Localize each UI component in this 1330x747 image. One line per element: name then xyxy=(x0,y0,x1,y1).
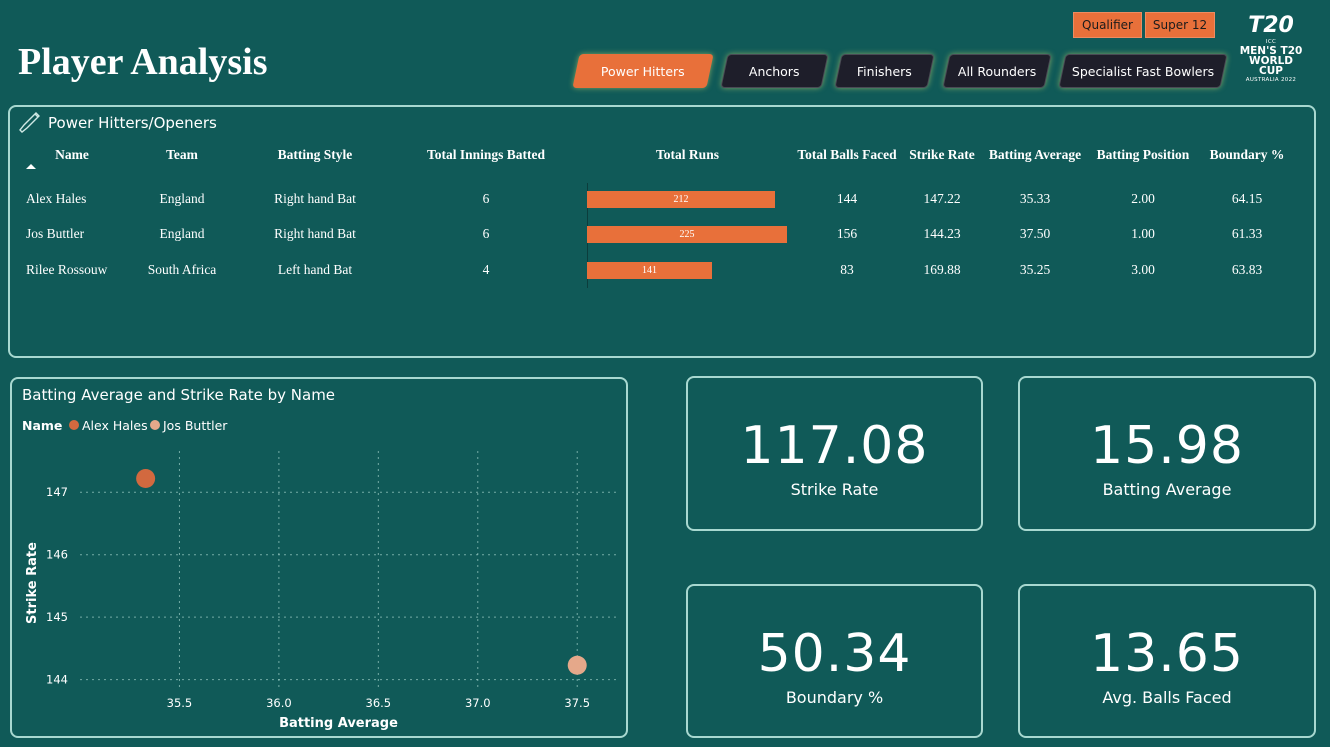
logo-line-2: MEN'S T20 xyxy=(1239,45,1303,57)
logo-line-4: AUSTRALIA 2022 xyxy=(1245,77,1297,83)
cell-batting-position: 2.00 xyxy=(1131,191,1155,206)
chart-title: Batting Average and Strike Rate by Name xyxy=(22,386,335,404)
kpi-strike-rate-card: 117.08 Strike Rate xyxy=(686,376,983,531)
kpi-value: 13.65 xyxy=(1090,624,1244,684)
t20-world-cup-logo: T20 ICC MEN'S T20 WORLD CUP AUSTRALIA 20… xyxy=(1236,14,1306,84)
y-tick-label: 145 xyxy=(46,610,68,624)
cell-balls-faced: 83 xyxy=(840,262,854,277)
data-point[interactable] xyxy=(136,468,156,488)
tab-label: All Rounders xyxy=(957,63,1037,79)
kpi-value: 15.98 xyxy=(1090,416,1244,476)
cell-innings: 6 xyxy=(482,191,490,206)
cell-team: South Africa xyxy=(147,262,217,277)
col-header-batting-style[interactable]: Batting Style xyxy=(277,147,353,162)
col-header-innings[interactable]: Total Innings Batted xyxy=(426,147,546,162)
tab-label: Anchors xyxy=(749,63,800,79)
cell-team: England xyxy=(159,191,205,206)
cell-boundary: 63.83 xyxy=(1231,262,1263,277)
tab-anchors[interactable]: Anchors xyxy=(720,54,829,88)
col-header-batting-average[interactable]: Batting Average xyxy=(988,147,1082,162)
power-hitters-table-panel: Power Hitters/Openers Name Team Batting … xyxy=(8,105,1316,358)
cell-batting-average: 37.50 xyxy=(1019,226,1051,241)
cell-strike-rate: 144.23 xyxy=(923,226,961,241)
page-title: Player Analysis xyxy=(18,41,268,83)
cell-batting-position: 1.00 xyxy=(1131,226,1155,241)
col-header-team[interactable]: Team xyxy=(166,147,198,162)
runs-bar: 212 xyxy=(587,191,775,208)
logo-line-3: WORLD CUP xyxy=(1249,55,1293,77)
runs-bar: 141 xyxy=(587,262,712,279)
cell-name: Alex Hales xyxy=(26,191,87,206)
legend-marker[interactable] xyxy=(69,420,79,430)
cell-batting-average: 35.25 xyxy=(1019,262,1051,277)
legend-label: Alex Hales xyxy=(82,418,148,433)
x-tick-label: 36.5 xyxy=(366,696,392,710)
x-tick-label: 36.0 xyxy=(266,696,292,710)
x-tick-label: 37.0 xyxy=(465,696,491,710)
cell-innings: 4 xyxy=(482,262,490,277)
super-12-button[interactable]: Super 12 xyxy=(1145,12,1215,38)
col-header-name[interactable]: Name xyxy=(55,147,89,162)
col-header-total-runs[interactable]: Total Runs xyxy=(656,147,719,162)
logo-line-1: ICC xyxy=(1265,39,1277,45)
kpi-boundary-card: 50.34 Boundary % xyxy=(686,584,983,738)
col-header-balls-faced[interactable]: Total Balls Faced xyxy=(797,147,897,162)
y-tick-label: 144 xyxy=(46,673,68,687)
cell-balls-faced: 144 xyxy=(836,191,858,206)
qualifier-button[interactable]: Qualifier xyxy=(1073,12,1142,38)
cell-batting-style: Right hand Bat xyxy=(274,226,356,241)
cell-boundary: 61.33 xyxy=(1231,226,1263,241)
col-header-boundary[interactable]: Boundary % xyxy=(1209,147,1285,162)
sort-ascending-icon[interactable] xyxy=(25,162,37,170)
y-axis-label: Strike Rate xyxy=(25,542,40,624)
kpi-label: Batting Average xyxy=(1102,480,1232,499)
cell-batting-style: Left hand Bat xyxy=(277,262,353,277)
y-tick-label: 147 xyxy=(46,485,68,499)
cell-batting-average: 35.33 xyxy=(1019,191,1051,206)
table-title: Power Hitters/Openers xyxy=(48,114,217,132)
kpi-label: Strike Rate xyxy=(790,480,879,499)
cell-balls-faced: 156 xyxy=(836,226,858,241)
kpi-batting-average-card: 15.98 Batting Average xyxy=(1018,376,1316,531)
kpi-label: Avg. Balls Faced xyxy=(1102,688,1232,707)
kpi-avg-balls-faced-card: 13.65 Avg. Balls Faced xyxy=(1018,584,1316,738)
legend-label: Jos Buttler xyxy=(162,418,228,433)
cell-name: Jos Buttler xyxy=(26,226,85,241)
cell-batting-style: Right hand Bat xyxy=(274,191,356,206)
cell-strike-rate: 147.22 xyxy=(923,191,961,206)
x-axis-label: Batting Average xyxy=(279,716,398,731)
legend-marker[interactable] xyxy=(150,420,160,430)
cricket-bat-icon xyxy=(19,112,40,133)
tab-label: Power Hitters xyxy=(601,63,685,79)
scatter-chart-panel: Batting Average and Strike Rate by Name N… xyxy=(10,377,628,738)
tab-finishers[interactable]: Finishers xyxy=(834,54,935,88)
data-point[interactable] xyxy=(567,655,587,675)
tab-all-rounders[interactable]: All Rounders xyxy=(942,54,1052,88)
col-header-strike-rate[interactable]: Strike Rate xyxy=(909,147,975,162)
x-tick-label: 35.5 xyxy=(167,696,193,710)
x-tick-label: 37.5 xyxy=(564,696,590,710)
t20-mark-icon: T20 xyxy=(1248,13,1294,38)
runs-bar: 225 xyxy=(587,226,787,243)
kpi-value: 50.34 xyxy=(757,624,912,684)
cell-name: Rilee Rossouw xyxy=(26,262,108,277)
kpi-value: 117.08 xyxy=(740,416,929,476)
y-tick-label: 146 xyxy=(46,548,68,562)
tab-power-hitters[interactable]: Power Hitters xyxy=(572,54,714,88)
tab-label: Specialist Fast Bowlers xyxy=(1071,63,1215,79)
cell-boundary: 64.15 xyxy=(1231,191,1263,206)
legend-title: Name xyxy=(22,418,62,433)
tab-specialist-fast-bowlers[interactable]: Specialist Fast Bowlers xyxy=(1058,54,1228,88)
cell-batting-position: 3.00 xyxy=(1131,262,1155,277)
cell-team: England xyxy=(159,226,205,241)
cell-strike-rate: 169.88 xyxy=(923,262,961,277)
col-header-batting-position[interactable]: Batting Position xyxy=(1096,147,1190,162)
scatter-chart: Batting Average and Strike Rate by Name N… xyxy=(22,386,617,731)
tab-label: Finishers xyxy=(857,63,912,79)
kpi-label: Boundary % xyxy=(785,688,884,707)
cell-innings: 6 xyxy=(482,226,490,241)
